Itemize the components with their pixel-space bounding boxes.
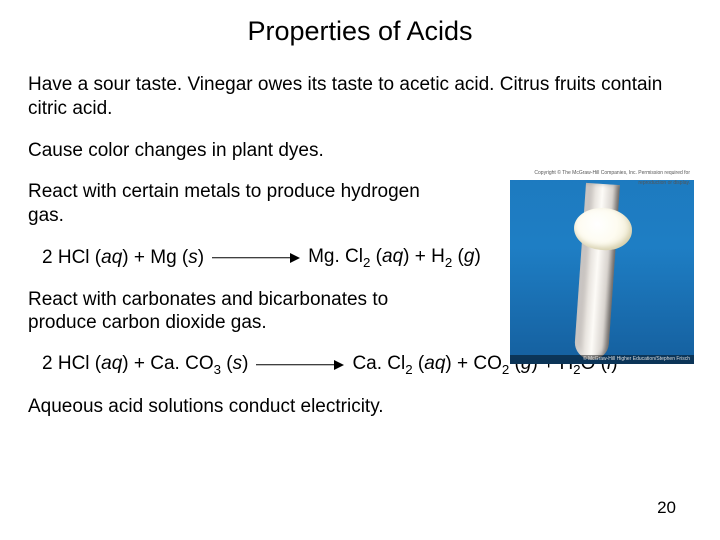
property-2: Cause color changes in plant dyes. [28,139,448,163]
reaction-arrow-icon [256,358,344,372]
property-4: React with carbonates and bicarbonates t… [28,288,448,336]
page-number: 20 [657,498,676,518]
equation-1-products: Mg. Cl2 (aq) + H2 (g) [308,246,481,270]
property-1: Have a sour taste. Vinegar owes its tast… [28,73,692,121]
image-copyright-top: Copyright © The McGraw-Hill Companies, I… [510,170,694,180]
test-tube-image: Copyright © The McGraw-Hill Companies, I… [510,170,694,364]
reaction-arrow-icon [212,251,300,265]
image-credit-bottom: © McGraw-Hill Higher Education/Stephen F… [510,355,694,364]
equation-1-reactants: 2 HCl (aq) + Mg (s) [42,247,204,269]
equation-2-reactants: 2 HCl (aq) + Ca. CO3 (s) [42,353,248,377]
property-3: React with certain metals to produce hyd… [28,180,448,228]
slide-title: Properties of Acids [28,16,692,47]
property-5: Aqueous acid solutions conduct electrici… [28,395,692,419]
slide: Properties of Acids Have a sour taste. V… [0,0,720,540]
